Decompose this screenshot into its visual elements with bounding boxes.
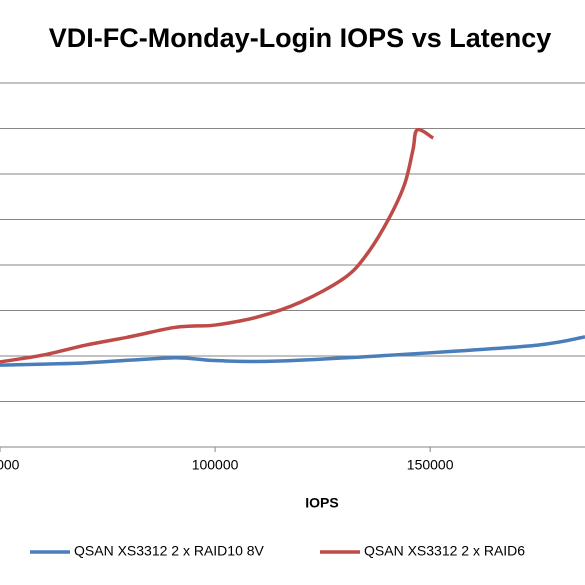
legend-label: QSAN XS3312 2 x RAID10 8V [74,543,265,559]
x-tick-label: 100000 [192,457,239,473]
series-line [0,127,435,364]
chart-title: VDI-FC-Monday-Login IOPS vs Latency [49,23,552,53]
legend-label: QSAN XS3312 2 x RAID6 [364,543,525,559]
x-tick-label: 150000 [407,457,454,473]
x-tick-label: 50000 [0,457,20,473]
x-axis-label: IOPS [305,495,338,511]
series-line [0,335,585,367]
